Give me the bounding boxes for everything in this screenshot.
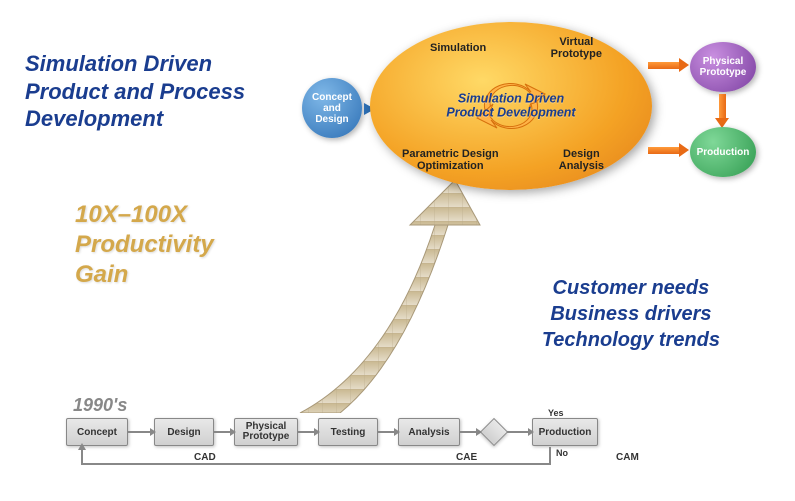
upward-arrow-swoosh	[280, 165, 520, 413]
quadrant-simulation: Simulation	[430, 42, 486, 54]
decision-diamond	[480, 418, 508, 446]
flow-design: Design	[154, 418, 214, 446]
flow-production: Production	[532, 418, 598, 446]
ell-center-2: Product Development	[446, 106, 575, 120]
driver-list: Customer needs Business drivers Technolo…	[542, 275, 720, 353]
ell-center-1: Simulation Driven	[446, 92, 575, 106]
arrow-to-production	[648, 147, 680, 154]
gain-line-1: 10X–100X	[75, 200, 214, 230]
sublabel-cam: CAM	[616, 452, 639, 463]
flow-arrow	[213, 431, 235, 433]
productivity-gain: 10X–100X Productivity Gain	[75, 200, 214, 290]
gain-line-3: Gain	[75, 260, 214, 290]
flow-testing: Testing	[318, 418, 378, 446]
flow-arrow	[377, 431, 399, 433]
feedback-loop-line	[81, 447, 551, 465]
era-label: 1990's	[73, 395, 127, 416]
concept-l3: Design	[312, 114, 352, 125]
title-line-3: Development	[25, 105, 245, 133]
gain-line-2: Productivity	[75, 230, 214, 260]
driver-1: Customer needs	[542, 275, 720, 301]
quadrant-design-analysis: Design Analysis	[559, 148, 604, 172]
concept-l2: and	[312, 103, 352, 114]
concept-l1: Concept	[312, 92, 352, 103]
flow-arrow	[297, 431, 319, 433]
legacy-flow: Concept Design Physical Prototype Testin…	[66, 418, 598, 446]
concept-design-circle: Concept and Design	[302, 78, 362, 138]
flow-physical-prototype: Physical Prototype	[234, 418, 298, 446]
flow-arrow	[507, 431, 533, 433]
arrow-phys-to-prod	[719, 94, 726, 119]
sdp-ellipse: Simulation Driven Product Development Si…	[370, 22, 652, 190]
title-line-2: Product and Process	[25, 78, 245, 106]
phys-l2: Prototype	[700, 67, 747, 78]
quadrant-parametric: Parametric Design Optimization	[402, 148, 499, 172]
prod-label: Production	[697, 147, 750, 158]
quadrant-virtual-prototype: Virtual Prototype	[551, 36, 602, 60]
production-circle: Production	[690, 127, 756, 177]
decision-no: No	[556, 448, 568, 458]
phys-l1: Physical	[700, 56, 747, 67]
main-title: Simulation Driven Product and Process De…	[25, 50, 245, 133]
flow-arrow	[127, 431, 155, 433]
flow-analysis: Analysis	[398, 418, 460, 446]
driver-2: Business drivers	[542, 301, 720, 327]
decision-yes: Yes	[548, 408, 564, 418]
flow-concept: Concept	[66, 418, 128, 446]
flow-arrow	[459, 431, 481, 433]
title-line-1: Simulation Driven	[25, 50, 245, 78]
arrow-to-physical	[648, 62, 680, 69]
physical-prototype-circle: Physical Prototype	[690, 42, 756, 92]
ellipse-center-label: Simulation Driven Product Development	[446, 92, 575, 121]
driver-3: Technology trends	[542, 327, 720, 353]
